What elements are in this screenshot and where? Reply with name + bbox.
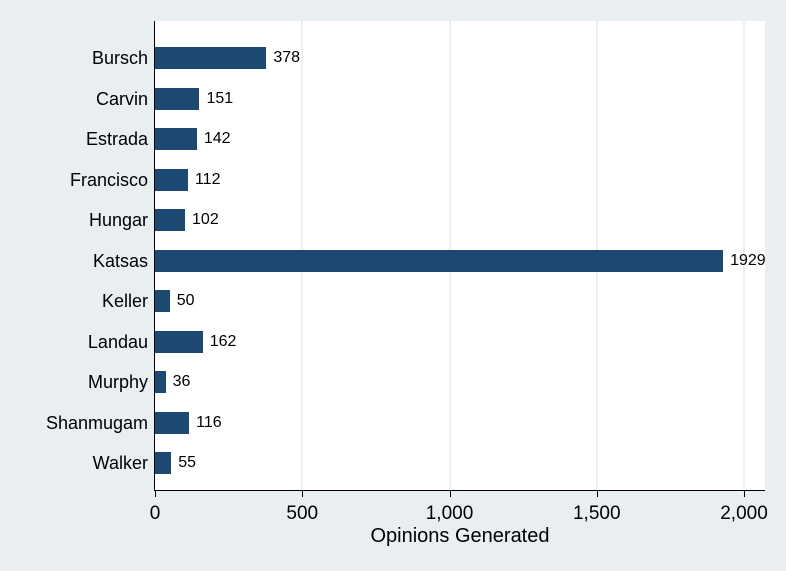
x-tick-mark [302, 491, 304, 497]
category-label: Estrada [85, 129, 148, 149]
bar-value-label: 36 [172, 373, 191, 390]
bar [155, 249, 724, 272]
category-label: Walker [92, 453, 148, 473]
bar-value-label: 102 [192, 211, 219, 228]
bar [155, 47, 267, 69]
x-axis-title: Opinions Generated [370, 525, 550, 547]
bar-value-label: 162 [209, 332, 237, 350]
bar [155, 371, 166, 393]
bar-value-label: 151 [206, 89, 234, 107]
category-label: Katsas [92, 250, 148, 271]
category-label: Keller [101, 291, 148, 311]
bar-value-label: 112 [194, 170, 221, 188]
bar-value-label: 116 [196, 413, 222, 431]
category-label: Hungar [88, 210, 148, 230]
x-tick-label: 0 [149, 503, 161, 524]
x-tick-label: 1,000 [425, 503, 474, 524]
bar [155, 168, 188, 191]
x-tick-label: 1,500 [572, 503, 621, 524]
bar [155, 330, 203, 353]
category-label: Francisco [69, 169, 148, 190]
y-axis-line [154, 21, 155, 491]
bar-value-label: 1929 [730, 251, 766, 269]
bar [155, 209, 186, 231]
x-tick-label: 2,000 [720, 503, 768, 524]
category-label: Bursch [91, 48, 148, 68]
x-tick-mark [744, 491, 745, 497]
bar-value-label: 142 [203, 130, 231, 147]
x-tick-mark [155, 491, 156, 497]
bar-value-label: 378 [273, 49, 301, 66]
x-tick-mark [596, 491, 598, 497]
bar [155, 128, 197, 150]
x-tick-label: 500 [286, 503, 319, 524]
bar [155, 411, 190, 434]
bar-value-label: 50 [176, 292, 195, 309]
category-label: Carvin [95, 88, 148, 109]
bar [155, 452, 172, 474]
x-axis-line [154, 490, 765, 491]
category-label: Shanmugam [45, 412, 148, 433]
category-label: Landau [87, 331, 148, 352]
bar [155, 290, 170, 312]
bar-value-label: 55 [178, 454, 196, 471]
category-label: Murphy [87, 372, 148, 392]
x-tick-mark [449, 491, 451, 497]
bar [155, 87, 200, 110]
gridline [743, 21, 745, 490]
